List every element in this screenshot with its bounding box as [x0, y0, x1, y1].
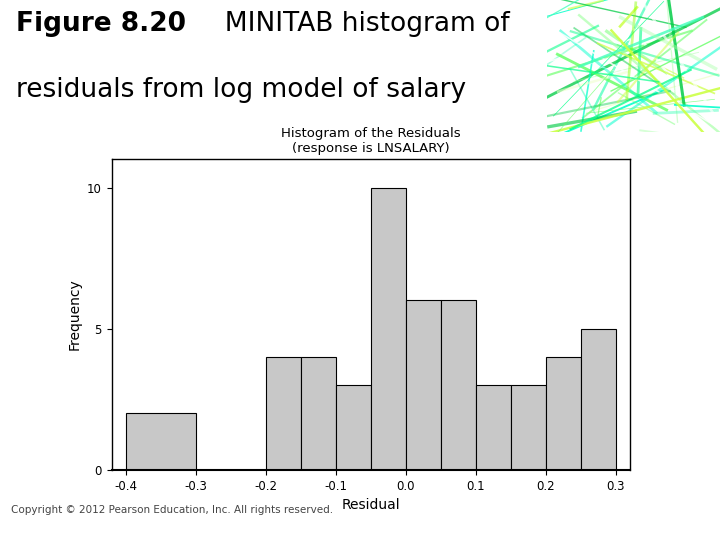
Title: Histogram of the Residuals
(response is LNSALARY): Histogram of the Residuals (response is … [281, 127, 461, 156]
Bar [125, 413, 196, 470]
Bar [336, 385, 371, 470]
Text: Copyright © 2012 Pearson Education, Inc. All rights reserved.: Copyright © 2012 Pearson Education, Inc.… [11, 505, 333, 515]
Text: MINITAB histogram of: MINITAB histogram of [208, 11, 510, 37]
Text: residuals from log model of salary: residuals from log model of salary [17, 77, 467, 103]
Bar [546, 357, 581, 470]
Y-axis label: Frequency: Frequency [68, 279, 81, 350]
Bar [511, 385, 546, 470]
Bar [371, 187, 406, 470]
Bar [301, 357, 336, 470]
Bar [406, 300, 441, 470]
Bar [266, 357, 301, 470]
X-axis label: Residual: Residual [341, 498, 400, 512]
Bar [441, 300, 476, 470]
Text: 34: 34 [619, 503, 648, 523]
Bar [581, 329, 616, 470]
Bar [476, 385, 511, 470]
Text: Figure 8.20: Figure 8.20 [17, 11, 186, 37]
